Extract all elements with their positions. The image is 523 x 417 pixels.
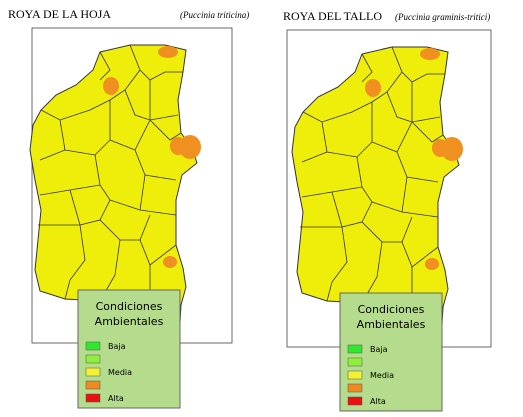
department-border	[386, 91, 441, 123]
department-border	[326, 226, 348, 302]
map-title: ROYA DE LA HOJA	[8, 7, 111, 21]
legend-label: Alta	[108, 394, 124, 403]
department-border	[139, 209, 177, 216]
legend-swatch	[85, 341, 101, 351]
risk-area	[365, 79, 381, 97]
risk-area	[425, 258, 439, 270]
department-border	[149, 119, 182, 141]
legend-swatch	[85, 380, 101, 390]
risk-area	[158, 46, 178, 58]
map	[29, 44, 201, 342]
legend-swatch	[85, 367, 101, 377]
risk-area	[420, 48, 440, 60]
legend: Condiciones Ambientales Baja Media Alta	[77, 289, 181, 409]
department-border	[99, 51, 111, 81]
risk-area	[170, 137, 186, 155]
map-panel: ROYA DE LA HOJA (Puccinia triticina) Condi…	[8, 7, 249, 409]
legend-swatch	[85, 354, 101, 364]
department-border	[124, 89, 179, 121]
legend-swatch	[347, 344, 363, 354]
risk-area	[163, 256, 177, 268]
legend-title: Ambientales	[357, 318, 426, 331]
legend-swatch	[347, 357, 363, 367]
legend-label: Alta	[370, 397, 386, 406]
map-subtitle: (Puccinia triticina)	[180, 10, 249, 20]
department-border	[401, 211, 439, 218]
legend-swatch	[347, 383, 363, 393]
legend-label: Baja	[108, 342, 126, 351]
legend: Condiciones Ambientales Baja Media Alta	[339, 292, 443, 412]
department-border	[69, 189, 151, 241]
legend-title: Ambientales	[95, 315, 164, 328]
department-border	[356, 156, 373, 223]
department-border	[361, 53, 373, 83]
legend-swatch	[85, 393, 101, 403]
risk-area	[103, 77, 119, 95]
map-title: ROYA DEL TALLO	[283, 9, 382, 23]
department-border	[64, 224, 86, 300]
legend-swatch	[347, 370, 363, 380]
department-border	[411, 121, 444, 143]
department-border	[40, 69, 141, 121]
map-panel: ROYA DEL TALLO (Puccinia graminis-tritici…	[283, 9, 492, 412]
legend-label: Media	[108, 368, 132, 377]
department-border	[326, 102, 373, 158]
map-subtitle: (Puccinia graminis-tritici)	[395, 12, 490, 22]
map	[291, 46, 463, 344]
risk-area	[432, 139, 448, 157]
department-border	[94, 154, 111, 221]
department-border	[64, 100, 111, 156]
legend-label: Baja	[370, 345, 388, 354]
legend-title: Condiciones	[96, 300, 163, 313]
department-border	[302, 71, 403, 123]
department-border	[331, 191, 413, 243]
legend-title: Condiciones	[358, 303, 425, 316]
legend-label: Media	[370, 371, 394, 380]
legend-swatch	[347, 396, 363, 406]
